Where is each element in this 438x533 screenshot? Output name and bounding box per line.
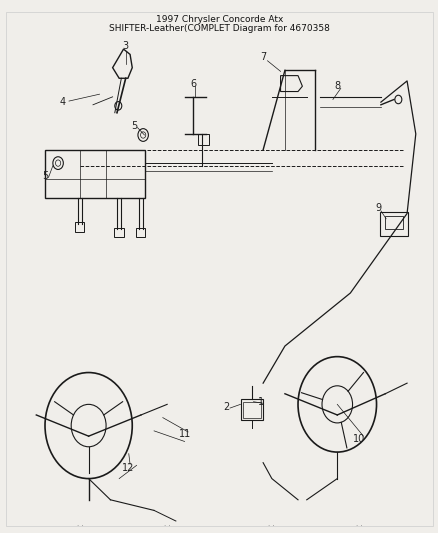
Text: 11: 11 (178, 429, 190, 439)
Text: . .: . . (163, 521, 170, 527)
Text: 1: 1 (258, 397, 264, 407)
Bar (241, 399, 262, 420)
Bar (197, 134, 208, 144)
Text: 2: 2 (223, 402, 229, 412)
Text: 6: 6 (190, 78, 196, 88)
Text: 1997 Chrysler Concorde Atx: 1997 Chrysler Concorde Atx (155, 14, 283, 23)
Text: 9: 9 (375, 203, 381, 213)
Text: 5: 5 (42, 172, 48, 181)
Text: SHIFTER-Leather(COMPLET Diagram for 4670358: SHIFTER-Leather(COMPLET Diagram for 4670… (109, 23, 329, 33)
Bar (74, 222, 84, 232)
Text: 4: 4 (59, 97, 65, 107)
Text: 10: 10 (352, 434, 364, 444)
Text: 5: 5 (131, 121, 137, 131)
Text: 7: 7 (259, 52, 265, 62)
Bar (135, 228, 145, 237)
Bar (243, 402, 260, 418)
Text: 3: 3 (122, 42, 128, 52)
Text: 12: 12 (121, 463, 134, 473)
Text: . .: . . (268, 521, 275, 527)
Text: 8: 8 (333, 81, 339, 91)
Bar (114, 228, 123, 237)
Text: . .: . . (355, 521, 362, 527)
Text: . .: . . (76, 521, 83, 527)
